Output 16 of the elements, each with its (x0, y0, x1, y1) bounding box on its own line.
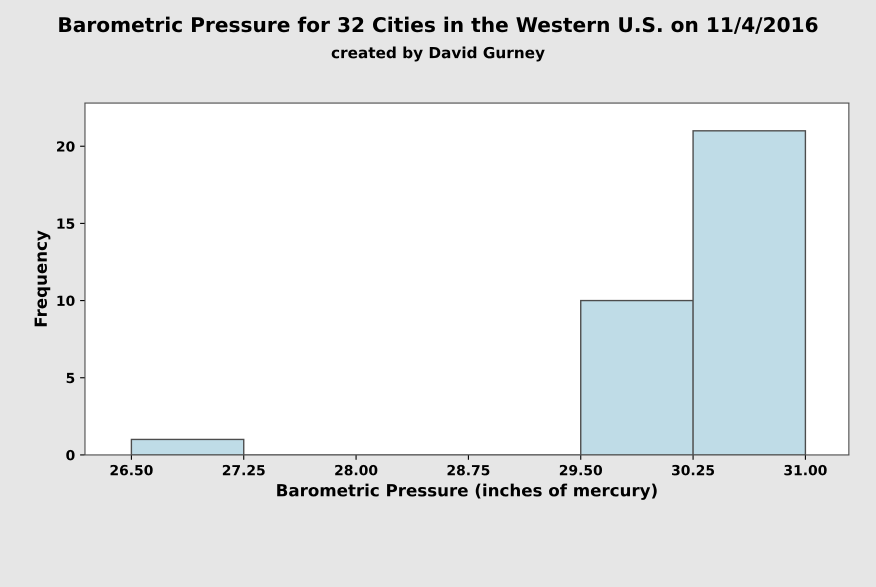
y-tick-label: 5 (66, 372, 74, 384)
x-axis-title: Barometric Pressure (inches of mercury) (277, 484, 657, 500)
x-tick-label: 28.75 (448, 464, 490, 476)
x-tick-label: 26.50 (110, 464, 153, 476)
chart-title: Barometric Pressure for 32 Cities in the Western U.S. on 11/4/2016 (59, 16, 818, 34)
x-tick-label: 29.50 (560, 464, 602, 476)
y-axis-title: Frequency (34, 230, 50, 326)
y-tick-label: 15 (57, 218, 74, 229)
y-tick-label: 0 (66, 450, 75, 460)
y-tick-label: 10 (57, 296, 75, 306)
chart-subtitle: created by David Gurney (332, 46, 545, 62)
x-tick-label: 27.25 (222, 464, 265, 476)
x-tick-label: 31.00 (784, 464, 827, 476)
x-tick-label: 30.25 (672, 464, 714, 476)
x-tick-label: 28.00 (335, 464, 378, 476)
y-tick-label: 20 (57, 141, 75, 152)
